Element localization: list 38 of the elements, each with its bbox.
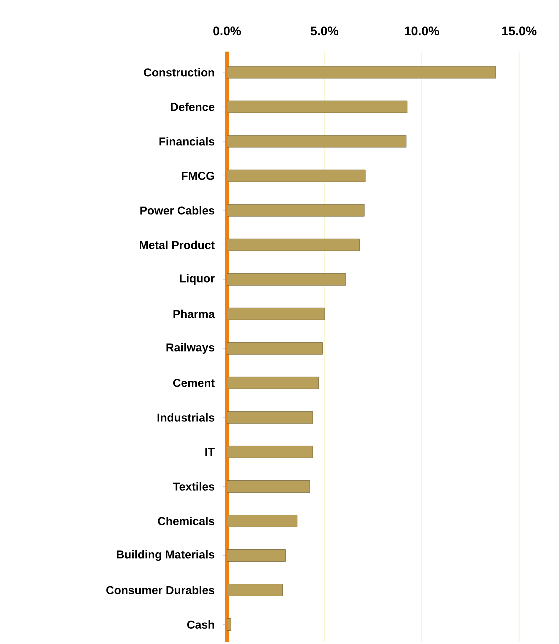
bar (227, 170, 366, 182)
bar (227, 238, 360, 252)
bar (227, 308, 325, 320)
y-tick-label: Railways (166, 343, 214, 354)
bar (227, 135, 407, 148)
y-tick-label: Industrials (158, 413, 214, 422)
y-tick-label: Defence (171, 102, 215, 112)
y-tick-label: Consumer Durables (106, 586, 214, 594)
bar (227, 342, 323, 355)
bar (227, 515, 298, 528)
y-tick-label: Textiles (173, 482, 214, 491)
y-tick-label: Power Cables (140, 206, 214, 215)
y-tick-label: Pharma (174, 310, 215, 318)
x-tick-label: 15.0% (502, 26, 537, 36)
bar (227, 480, 310, 493)
x-tick-label: 10.0% (405, 26, 440, 36)
y-tick-label: FMCG (182, 172, 214, 180)
y-tick-label: Cement (173, 379, 215, 388)
bar (227, 376, 319, 390)
bar (227, 618, 232, 631)
y-tick-label: Chemicals (158, 517, 214, 526)
x-tick-label: 5.0% (310, 26, 338, 36)
bar (227, 412, 314, 424)
bar (227, 584, 283, 596)
y-tick-label: Financials (160, 137, 214, 146)
bar (227, 100, 408, 114)
y-tick-label: Building Materials (116, 550, 214, 562)
y-tick-label: IT (206, 448, 215, 456)
bar (227, 550, 286, 562)
y-tick-label: Cash (187, 620, 214, 629)
bar (227, 204, 365, 217)
y-tick-label: Construction (144, 68, 214, 77)
y-tick-label: Metal Product (140, 240, 215, 250)
y-tick-label: Liquor (180, 274, 215, 285)
x-tick-label: 0.0% (213, 26, 242, 36)
bar (227, 273, 346, 286)
bar (227, 66, 496, 79)
bar (227, 446, 314, 458)
